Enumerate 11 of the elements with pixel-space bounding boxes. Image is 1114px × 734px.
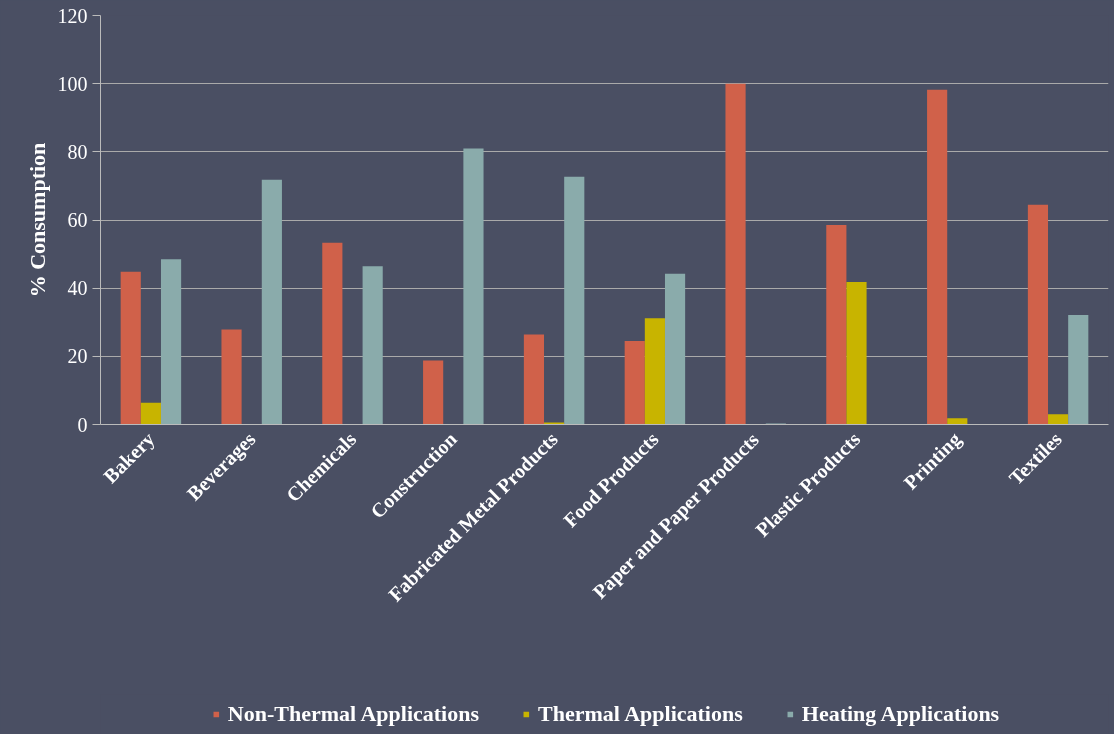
y-tick-label: 20	[67, 345, 88, 368]
y-tick-label: 40	[67, 277, 88, 300]
y-tick-label: 80	[67, 140, 88, 163]
y-axis-title: % Consumption	[24, 142, 50, 298]
legend-label: Thermal Applications	[538, 701, 743, 727]
y-tick-label: 60	[67, 209, 88, 231]
y-tick-label: 0	[77, 413, 88, 436]
y-tick-label: 120	[57, 4, 88, 27]
legend-label: Non-Thermal Applications	[227, 701, 480, 727]
y-tick-label: 100	[57, 72, 88, 95]
legend-label: Heating Applications	[801, 701, 1000, 727]
